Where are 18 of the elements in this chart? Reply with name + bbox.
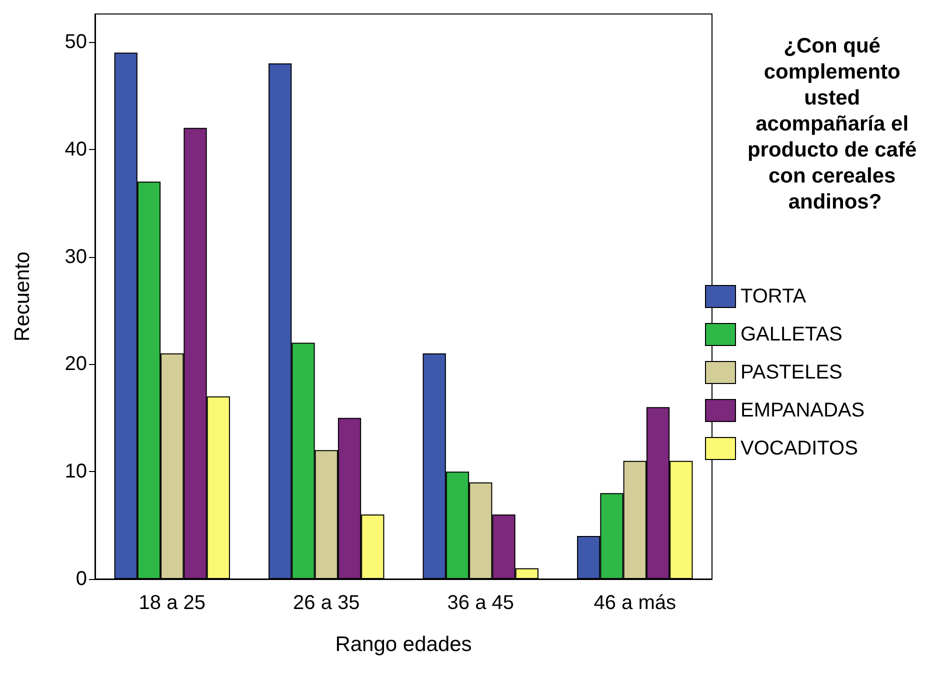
x-tick-label: 36 a 45 xyxy=(447,592,514,614)
y-tick-label: 40 xyxy=(64,138,87,160)
legend-label: TORTA xyxy=(740,286,807,308)
y-axis-title: Recuento xyxy=(11,252,34,342)
legend-label: PASTELES xyxy=(740,362,842,384)
legend-label: GALLETAS xyxy=(740,324,842,346)
y-tick-label: 0 xyxy=(76,568,87,590)
x-axis-title: Rango edades xyxy=(335,633,472,656)
legend-label: VOCADITOS xyxy=(740,438,858,460)
y-tick-label: 10 xyxy=(64,460,87,483)
x-tick-label: 26 a 35 xyxy=(293,592,360,614)
y-tick-label: 30 xyxy=(64,246,87,268)
x-tick-label: 18 a 25 xyxy=(138,592,206,614)
legend-label: EMPANADAS xyxy=(740,400,865,422)
y-tick-label: 20 xyxy=(64,353,87,376)
legend-title: ¿Con qué complemento usted acompañaría el producto de café con cereales andinos? xyxy=(747,34,923,214)
y-tick-label: 50 xyxy=(64,30,87,53)
x-tick-label: 46 a más xyxy=(594,592,676,614)
